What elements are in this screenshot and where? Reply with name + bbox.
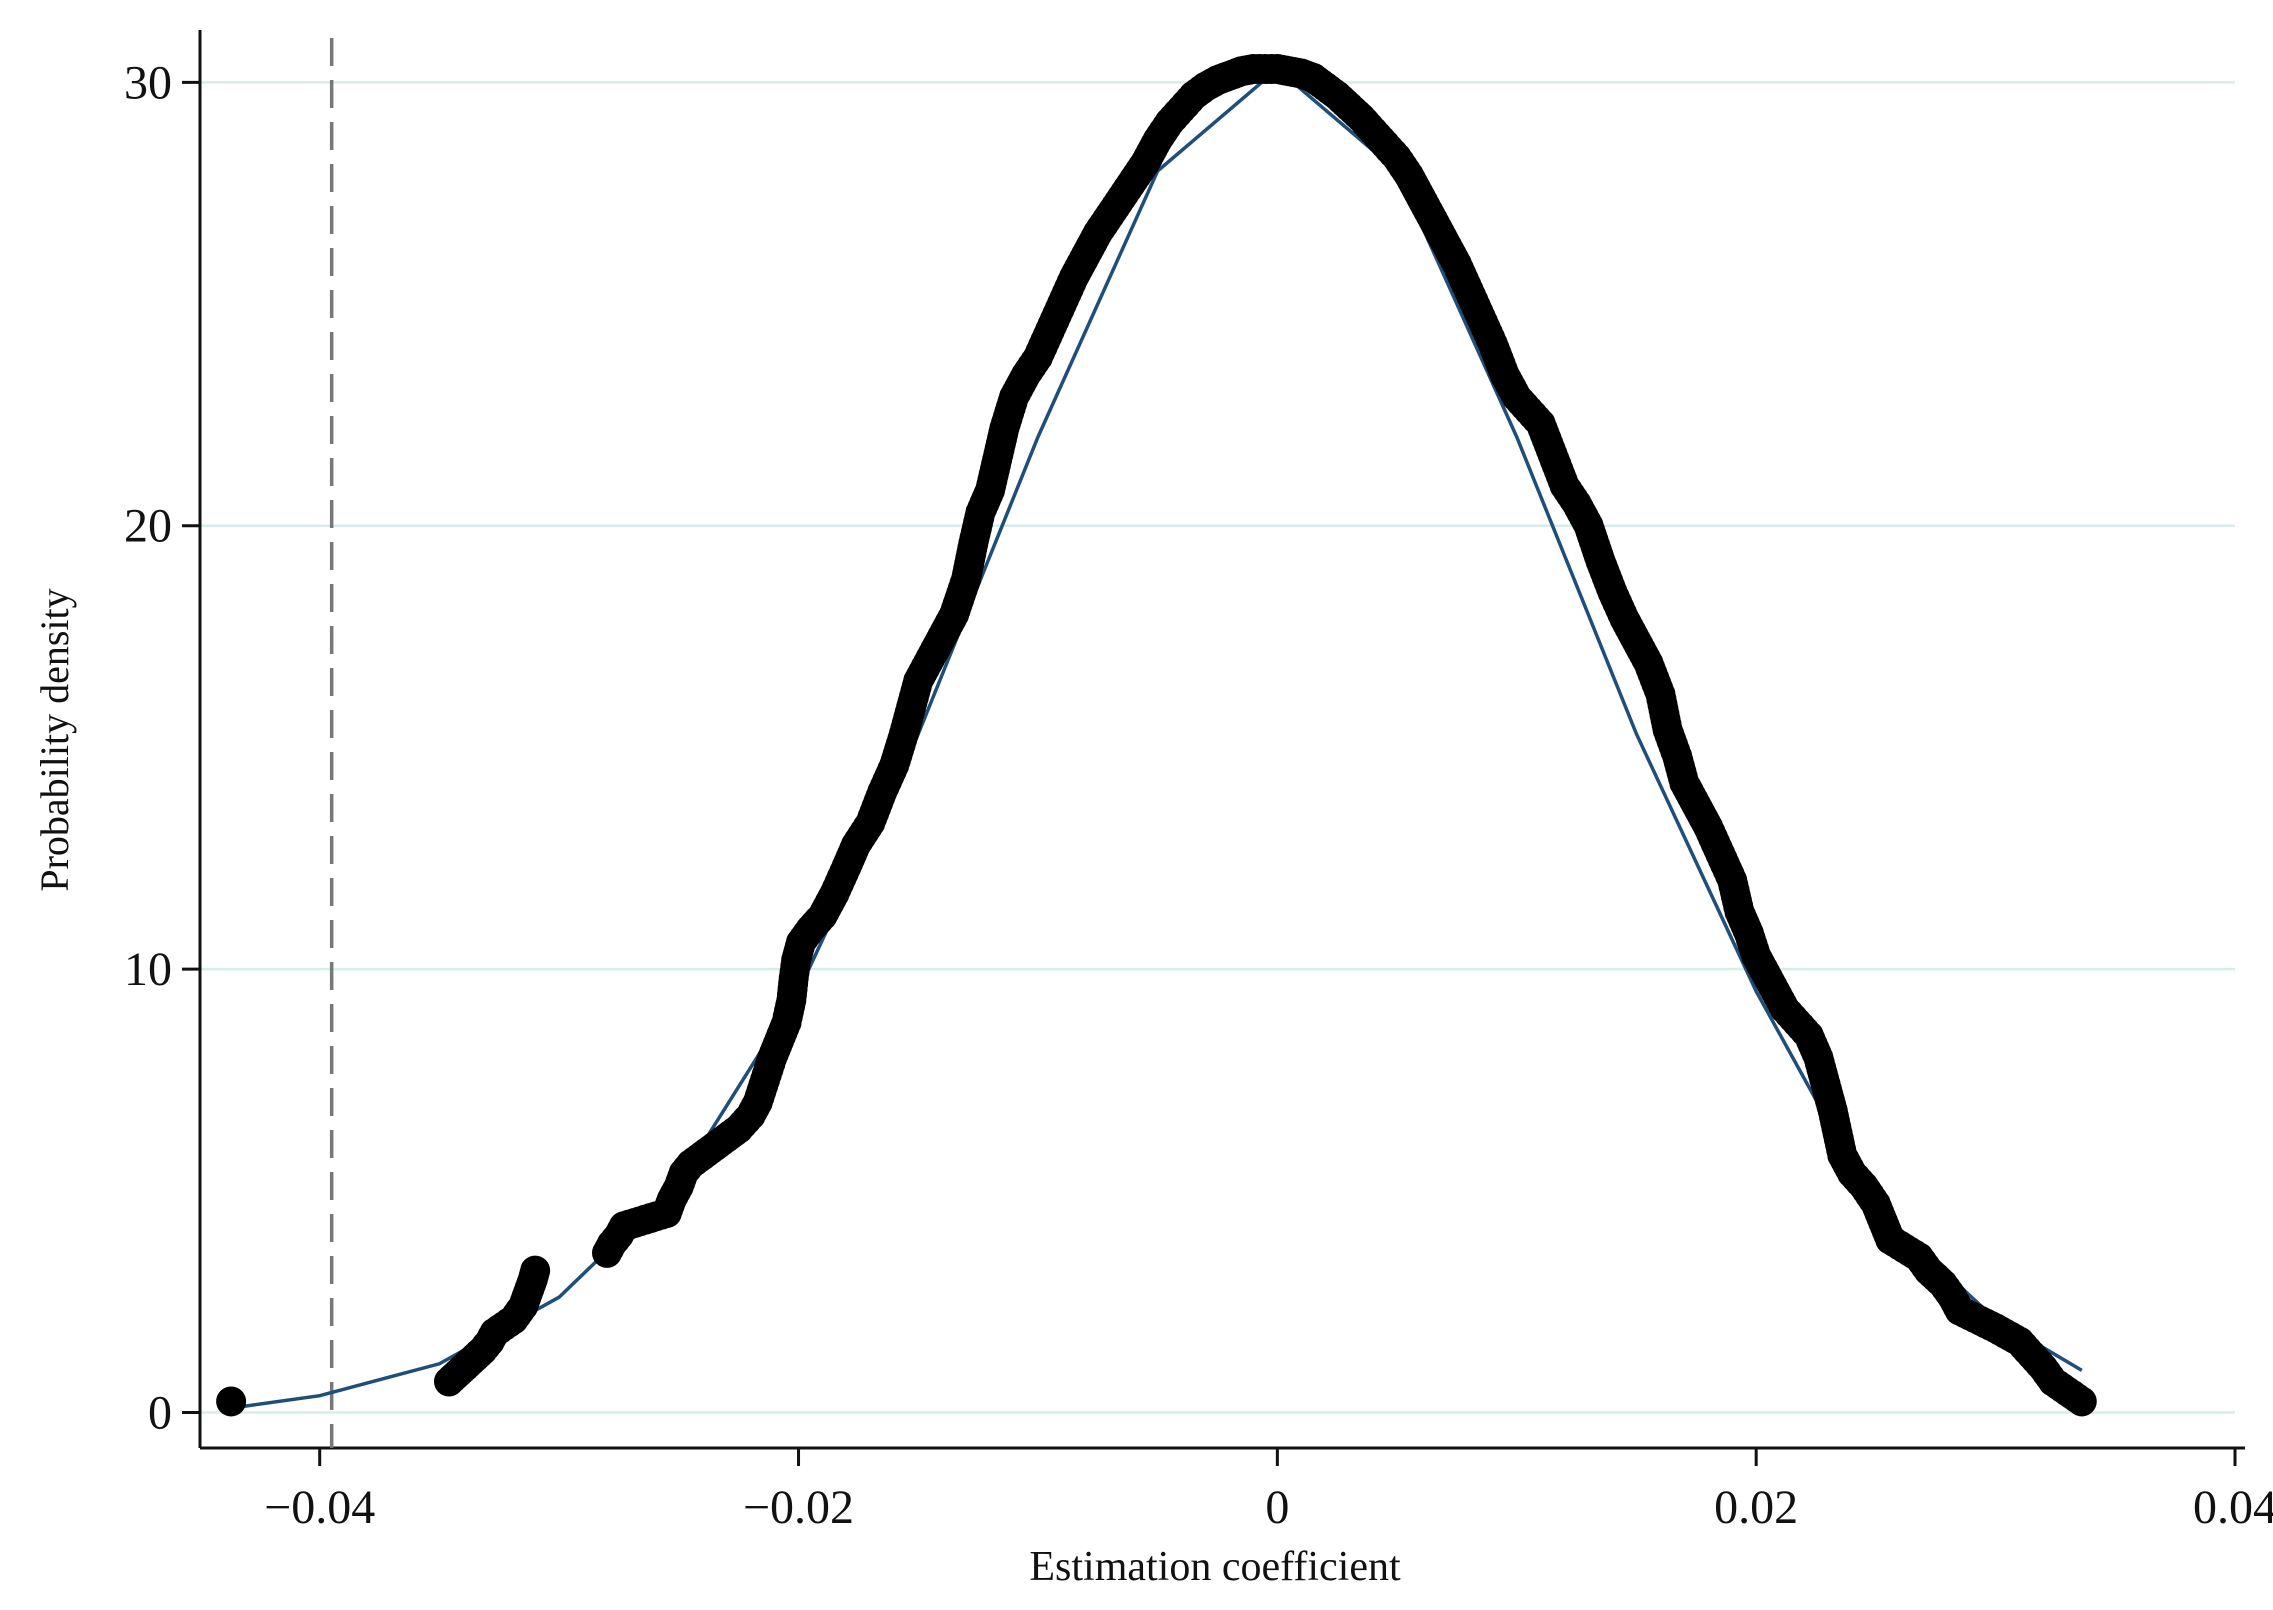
tick-labels: 0 10 20 30 −0.04 −0.02 0 0.02 0.04	[124, 56, 2273, 1534]
y-tick-label: 10	[124, 943, 172, 996]
axes	[182, 30, 2245, 1466]
x-tick-label: 0.02	[1714, 1481, 1798, 1534]
x-tick-label: 0	[1265, 1481, 1289, 1534]
x-axis-label: Estimation coefficient	[1029, 1544, 1401, 1590]
x-tick-label: −0.02	[743, 1481, 854, 1534]
grid-lines	[200, 81, 2235, 1414]
y-tick-label: 0	[148, 1387, 172, 1440]
data-point	[216, 1386, 247, 1417]
x-tick-label: 0.04	[2193, 1481, 2273, 1534]
data-point	[520, 1255, 551, 1286]
fitted-density-curve	[230, 66, 2083, 1410]
x-tick-label: −0.04	[264, 1481, 375, 1534]
y-tick-label: 20	[124, 500, 172, 553]
y-axis-label: Probability density	[32, 588, 77, 891]
fitted-curve-layer	[230, 66, 2083, 1410]
data-points	[216, 54, 2097, 1417]
data-point	[2066, 1386, 2097, 1417]
y-tick-label: 30	[124, 56, 172, 109]
